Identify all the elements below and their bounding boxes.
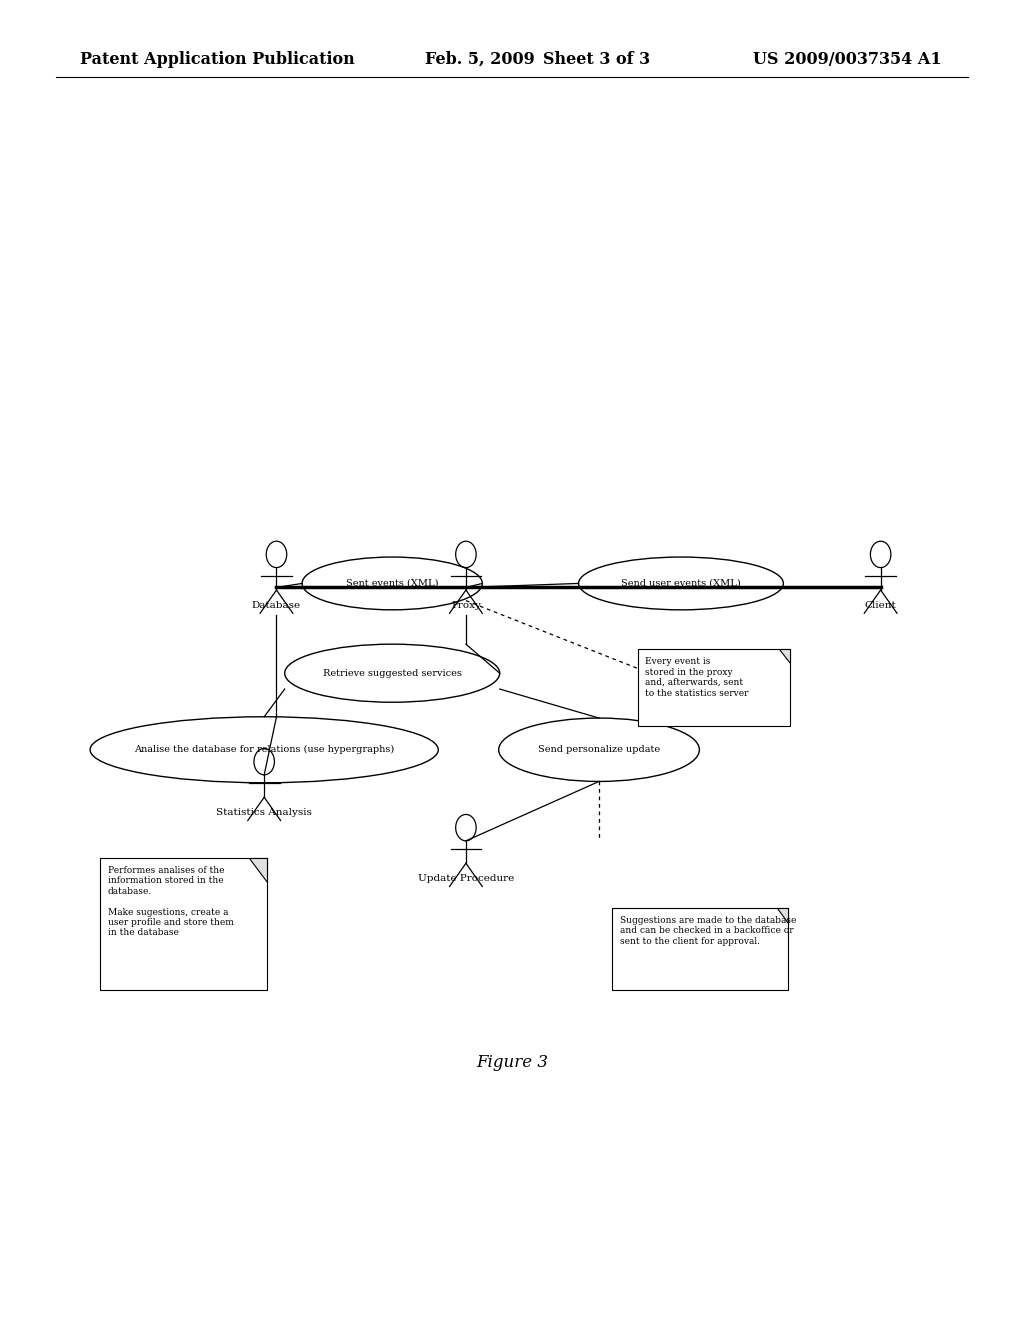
Polygon shape — [249, 858, 267, 882]
Text: Send user events (XML): Send user events (XML) — [622, 579, 740, 587]
Polygon shape — [777, 908, 788, 923]
Text: US 2009/0037354 A1: US 2009/0037354 A1 — [754, 51, 942, 67]
Text: Proxy: Proxy — [451, 601, 481, 610]
Text: Sent events (XML): Sent events (XML) — [346, 579, 438, 587]
Polygon shape — [779, 649, 790, 663]
Bar — [638, 649, 790, 726]
Text: Send personalize update: Send personalize update — [538, 746, 660, 754]
Text: Statistics Analysis: Statistics Analysis — [216, 808, 312, 817]
Text: Suggestions are made to the database
and can be checked in a backoffice or
sent : Suggestions are made to the database and… — [620, 916, 796, 946]
Text: Retrieve suggested services: Retrieve suggested services — [323, 669, 462, 677]
Text: Update Procedure: Update Procedure — [418, 874, 514, 883]
Text: Feb. 5, 2009: Feb. 5, 2009 — [425, 51, 535, 67]
Text: Sheet 3 of 3: Sheet 3 of 3 — [543, 51, 650, 67]
Bar — [100, 858, 267, 990]
Text: Performes analises of the
information stored in the
database.

Make sugestions, : Performes analises of the information st… — [108, 866, 233, 937]
Text: Patent Application Publication: Patent Application Publication — [80, 51, 354, 67]
Text: Figure 3: Figure 3 — [476, 1055, 548, 1071]
Text: Every event is
stored in the proxy
and, afterwards, sent
to the statistics serve: Every event is stored in the proxy and, … — [645, 657, 749, 697]
Text: Analise the database for relations (use hypergraphs): Analise the database for relations (use … — [134, 746, 394, 754]
Text: Database: Database — [252, 601, 301, 610]
Bar — [612, 908, 788, 990]
Text: Client: Client — [864, 601, 897, 610]
